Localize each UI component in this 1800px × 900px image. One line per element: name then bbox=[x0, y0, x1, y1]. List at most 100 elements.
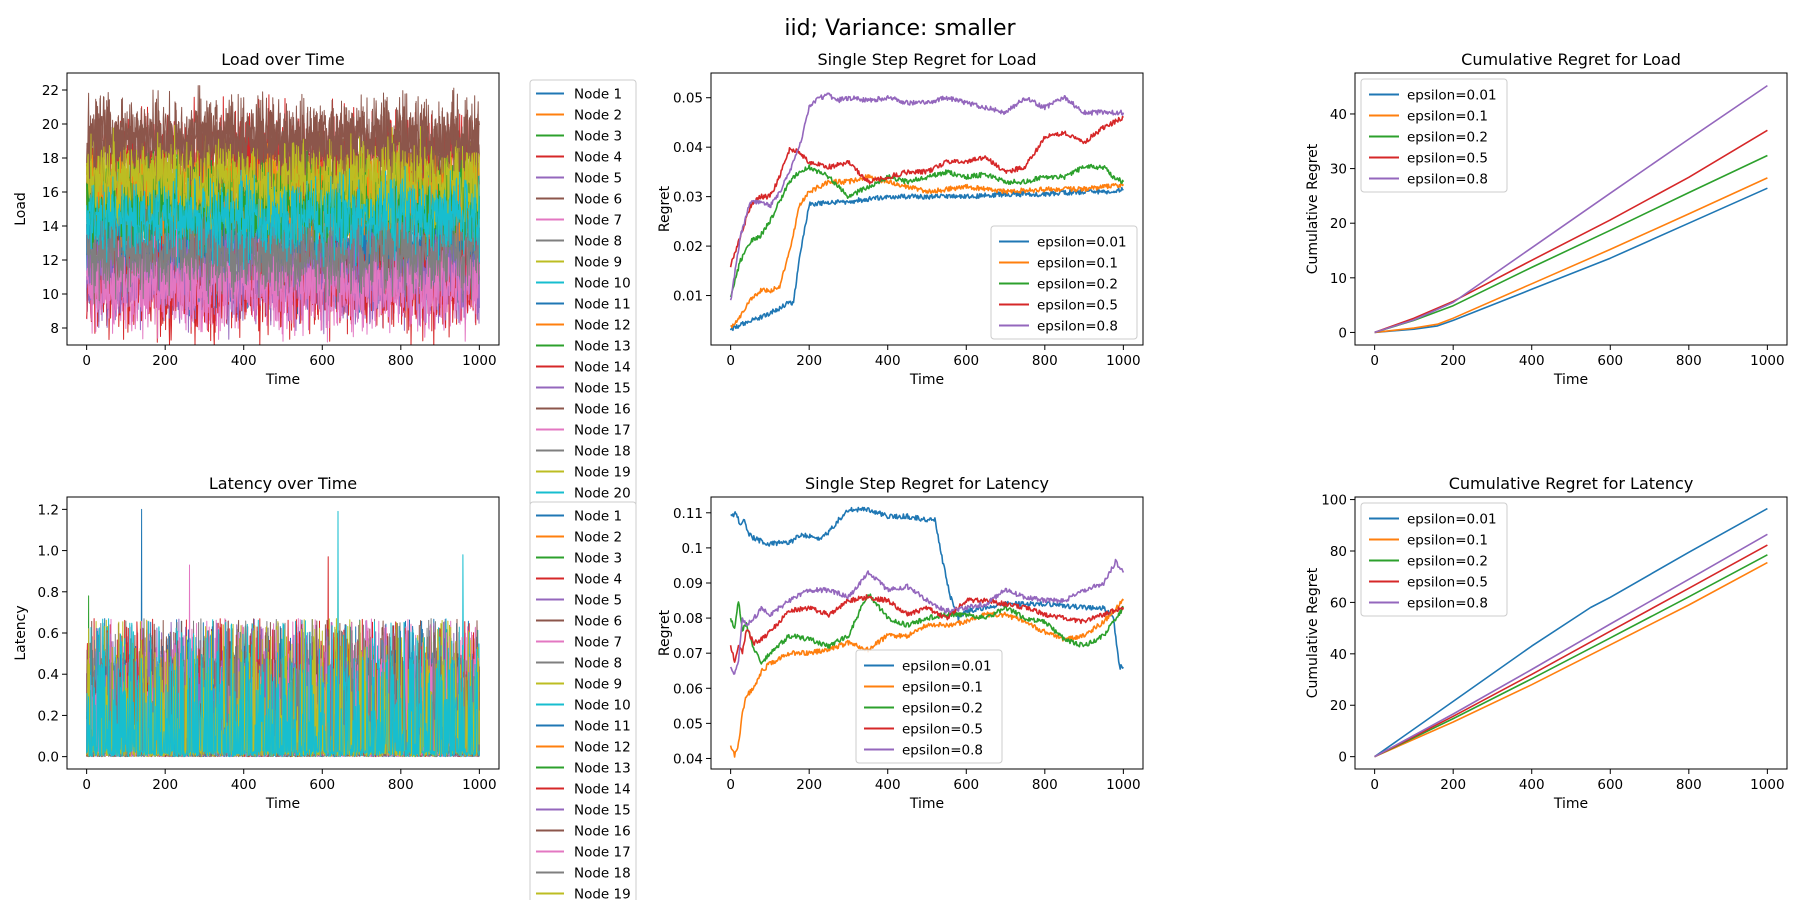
legend-entry: Node 4 bbox=[574, 150, 622, 166]
y-axis-label: Latency bbox=[13, 605, 29, 660]
plot-area bbox=[1374, 84, 1768, 334]
x-tick-label: 800 bbox=[1676, 353, 1702, 369]
chart-title: Latency over Time bbox=[209, 474, 357, 493]
legend-entry: Node 7 bbox=[574, 213, 622, 229]
legend-entry: Node 2 bbox=[574, 108, 622, 124]
x-axis-label: Time bbox=[265, 372, 300, 388]
chart-legend: Node 1 Node 2 Node 3 Node 4 Node 5 Node 6 Node… bbox=[529, 501, 637, 900]
series-line bbox=[729, 92, 1125, 301]
series-line bbox=[1374, 187, 1768, 334]
y-tick-label: 18 bbox=[42, 151, 59, 167]
x-tick-label: 400 bbox=[231, 777, 257, 793]
y-tick-label: 20 bbox=[1330, 216, 1347, 232]
y-tick-label: 60 bbox=[1330, 595, 1347, 611]
legend-entry: Node 16 bbox=[574, 824, 631, 840]
x-tick-label: 400 bbox=[875, 777, 901, 793]
legend-entry: Node 13 bbox=[574, 761, 631, 777]
plot-area bbox=[86, 508, 480, 758]
legend-entry: Node 15 bbox=[574, 803, 631, 819]
axes-frame bbox=[710, 72, 1144, 346]
x-tick-label: 200 bbox=[1440, 353, 1466, 369]
series-line bbox=[730, 174, 1125, 329]
series-line bbox=[1374, 554, 1768, 758]
legend-entry: epsilon=0.1 bbox=[1037, 256, 1118, 272]
series-line bbox=[1374, 533, 1768, 758]
plot-area bbox=[86, 85, 480, 345]
chart-legend: Node 1 Node 2 Node 3 Node 4 Node 5 Node 6 Node… bbox=[529, 79, 637, 507]
plot-area bbox=[1374, 507, 1768, 758]
series-line bbox=[1374, 177, 1768, 334]
legend-entry: Node 13 bbox=[574, 339, 631, 355]
axes-frame bbox=[66, 72, 500, 346]
legend-entry: epsilon=0.01 bbox=[1407, 512, 1497, 528]
latency_over_time-panel: Latency over Time 0 200 400 600 800 1000 0.0 0.2… bbox=[13, 474, 500, 812]
series-line bbox=[729, 186, 1124, 332]
axes-frame bbox=[66, 496, 500, 770]
y-tick-label: 12 bbox=[42, 253, 59, 269]
legend-entry: Node 4 bbox=[574, 572, 622, 588]
single_step_regret_latency-panel: Single Step Regret for Latency 0 200 400 600… bbox=[657, 474, 1144, 812]
legend-entry: Node 18 bbox=[574, 444, 631, 460]
y-tick-label: 0.04 bbox=[673, 751, 703, 767]
series-line bbox=[1374, 507, 1768, 758]
y-tick-label: 80 bbox=[1330, 544, 1347, 560]
x-tick-label: 800 bbox=[388, 353, 414, 369]
y-tick-label: 10 bbox=[1330, 271, 1347, 287]
series-line bbox=[729, 598, 1125, 758]
series-line bbox=[1374, 84, 1768, 334]
x-tick-label: 800 bbox=[1032, 777, 1058, 793]
legend-entry: Node 8 bbox=[574, 234, 622, 250]
legend-entry: Node 1 bbox=[574, 509, 622, 525]
y-tick-label: 0.8 bbox=[38, 585, 59, 601]
y-tick-label: 1.0 bbox=[38, 544, 59, 560]
legend-entry: Node 11 bbox=[574, 297, 631, 313]
x-tick-label: 600 bbox=[953, 353, 979, 369]
legend-entry: Node 1 bbox=[574, 87, 622, 103]
x-tick-label: 200 bbox=[152, 777, 178, 793]
y-tick-label: 20 bbox=[1330, 698, 1347, 714]
legend-entry: Node 11 bbox=[574, 719, 631, 735]
x-tick-label: 200 bbox=[796, 353, 822, 369]
x-tick-label: 400 bbox=[875, 353, 901, 369]
y-tick-label: 0.02 bbox=[673, 239, 703, 255]
y-tick-label: 22 bbox=[42, 83, 59, 99]
y-tick-label: 0.01 bbox=[673, 289, 703, 305]
x-tick-label: 1000 bbox=[1750, 777, 1784, 793]
legend-entry: Node 16 bbox=[574, 402, 631, 418]
series-line bbox=[729, 115, 1124, 268]
x-tick-label: 0 bbox=[1370, 353, 1379, 369]
x-tick-label: 400 bbox=[231, 353, 257, 369]
x-tick-label: 400 bbox=[1519, 353, 1545, 369]
x-tick-label: 0 bbox=[726, 353, 735, 369]
chart-legend: epsilon=0.01 epsilon=0.1 epsilon=0.2 epsilo… bbox=[1360, 78, 1508, 193]
legend-entry: epsilon=0.5 bbox=[1407, 151, 1488, 167]
y-tick-label: 20 bbox=[42, 117, 59, 133]
legend-entry: epsilon=0.8 bbox=[902, 743, 983, 759]
legend-entry: Node 9 bbox=[574, 255, 622, 271]
legend-entry: Node 12 bbox=[574, 318, 631, 334]
y-tick-label: 0.1 bbox=[682, 541, 703, 557]
y-tick-label: 0.03 bbox=[673, 190, 703, 206]
legend-entry: epsilon=0.5 bbox=[1037, 298, 1118, 314]
legend-frame bbox=[1360, 502, 1508, 617]
axes-frame bbox=[710, 496, 1144, 770]
legend-entry: Node 10 bbox=[574, 698, 631, 714]
y-axis-label: Cumulative Regret bbox=[1305, 567, 1321, 698]
y-tick-label: 0.0 bbox=[38, 750, 59, 766]
legend-entry: epsilon=0.1 bbox=[902, 680, 983, 696]
figure-title: iid; Variance: smaller bbox=[784, 16, 1016, 41]
chart-title: Single Step Regret for Latency bbox=[805, 474, 1049, 493]
legend-entry: epsilon=0.8 bbox=[1037, 319, 1118, 335]
legend-entry: Node 20 bbox=[574, 486, 631, 502]
y-tick-label: 14 bbox=[42, 219, 59, 235]
y-tick-label: 0.06 bbox=[673, 681, 703, 697]
series-line bbox=[1374, 561, 1768, 758]
legend-entry: Node 6 bbox=[574, 614, 622, 630]
legend-entry: Node 9 bbox=[574, 677, 622, 693]
x-tick-label: 600 bbox=[1597, 353, 1623, 369]
y-tick-label: 0.2 bbox=[38, 708, 59, 724]
chart-title: Cumulative Regret for Latency bbox=[1449, 474, 1694, 493]
x-axis-label: Time bbox=[909, 796, 944, 812]
legend-entry: Node 3 bbox=[574, 129, 622, 145]
